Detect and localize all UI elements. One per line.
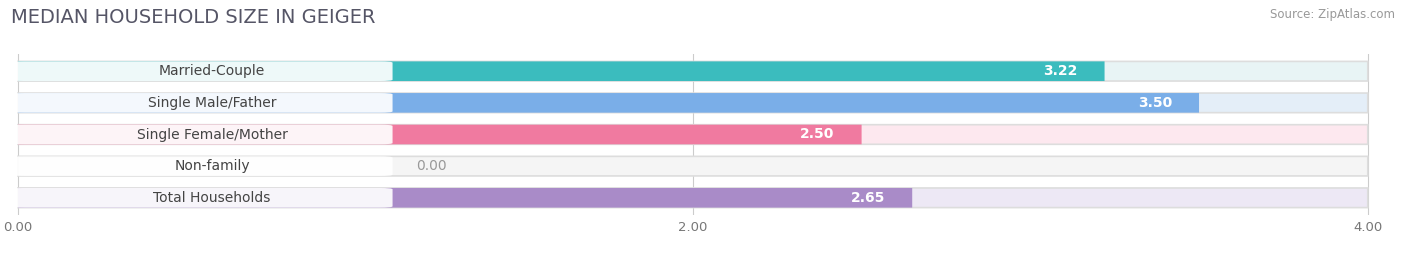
Text: Single Male/Father: Single Male/Father [148,96,276,110]
Text: Total Households: Total Households [153,191,271,205]
FancyBboxPatch shape [18,188,912,208]
Text: 3.50: 3.50 [1137,96,1173,110]
FancyBboxPatch shape [11,125,392,144]
FancyBboxPatch shape [18,156,1368,176]
Text: Single Female/Mother: Single Female/Mother [136,128,287,141]
Text: 2.65: 2.65 [851,191,886,205]
Text: Non-family: Non-family [174,159,250,173]
FancyBboxPatch shape [11,156,392,176]
Text: MEDIAN HOUSEHOLD SIZE IN GEIGER: MEDIAN HOUSEHOLD SIZE IN GEIGER [11,8,375,27]
FancyBboxPatch shape [18,125,1368,144]
Text: Source: ZipAtlas.com: Source: ZipAtlas.com [1270,8,1395,21]
Text: 3.22: 3.22 [1043,64,1077,78]
FancyBboxPatch shape [18,61,1105,81]
FancyBboxPatch shape [11,93,392,113]
FancyBboxPatch shape [18,93,1199,113]
Text: 0.00: 0.00 [416,159,447,173]
FancyBboxPatch shape [11,188,392,208]
FancyBboxPatch shape [18,125,862,144]
Text: Married-Couple: Married-Couple [159,64,266,78]
FancyBboxPatch shape [11,61,392,81]
FancyBboxPatch shape [18,61,1368,81]
FancyBboxPatch shape [18,93,1368,113]
FancyBboxPatch shape [18,188,1368,208]
Text: 2.50: 2.50 [800,128,835,141]
